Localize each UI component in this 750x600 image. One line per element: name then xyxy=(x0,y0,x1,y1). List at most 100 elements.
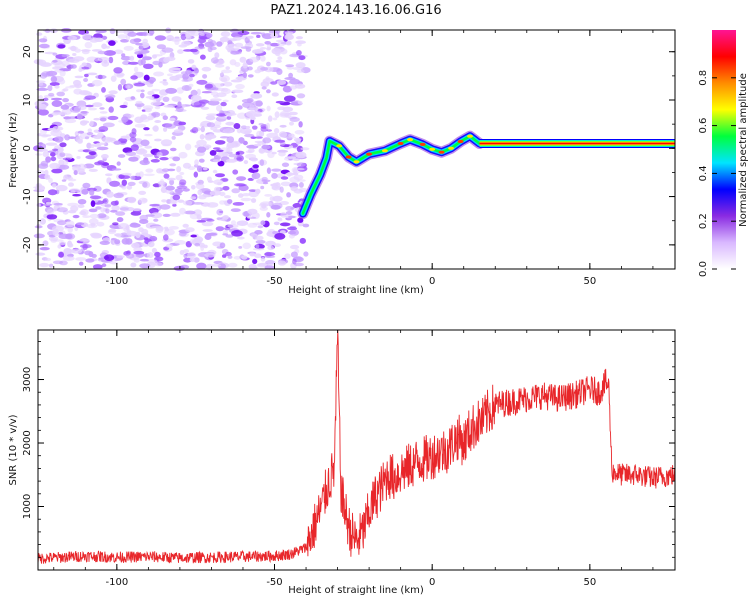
noise-blob xyxy=(72,53,77,56)
noise-blob xyxy=(136,71,144,77)
noise-blob xyxy=(175,188,184,194)
noise-blob xyxy=(38,103,47,110)
noise-blob xyxy=(171,200,177,204)
noise-blob xyxy=(154,138,162,142)
noise-blob xyxy=(219,242,226,249)
noise-blob xyxy=(231,94,238,98)
noise-blob xyxy=(255,188,261,194)
noise-blob xyxy=(199,134,205,140)
noise-blob xyxy=(35,252,46,256)
noise-blob xyxy=(111,168,122,171)
noise-blob xyxy=(275,59,282,63)
noise-blob xyxy=(67,202,79,207)
noise-blob xyxy=(251,172,261,180)
noise-blob xyxy=(144,145,152,149)
noise-blob xyxy=(229,140,241,148)
noise-blob xyxy=(292,258,297,265)
noise-blob xyxy=(245,153,257,159)
noise-blob xyxy=(242,62,248,69)
noise-blob xyxy=(102,199,107,203)
noise-blob xyxy=(84,136,90,140)
noise-blob xyxy=(288,233,295,239)
trace-peak xyxy=(457,139,464,144)
snr-frame xyxy=(37,329,676,571)
noise-blob xyxy=(238,246,243,249)
noise-blob xyxy=(189,48,198,53)
noise-blob xyxy=(242,72,247,79)
noise-blob xyxy=(212,169,218,174)
noise-blob xyxy=(92,264,103,270)
noise-blob xyxy=(117,34,128,39)
noise-blob xyxy=(200,126,205,133)
noise-blob xyxy=(68,182,74,187)
noise-blob xyxy=(147,115,154,121)
noise-blob xyxy=(264,41,272,45)
noise-blob xyxy=(280,211,287,218)
noise-blob xyxy=(285,211,293,215)
trace-peak xyxy=(429,147,436,151)
noise-blob xyxy=(129,223,141,228)
noise-blob xyxy=(70,45,77,52)
snr-x-label: Height of straight line (km) xyxy=(288,585,424,596)
y-tick-label: 20 xyxy=(22,45,33,58)
noise-blob xyxy=(78,239,90,242)
noise-blob xyxy=(135,42,143,46)
noise-blob xyxy=(113,140,122,145)
noise-blob xyxy=(225,121,235,126)
noise-blob xyxy=(64,118,77,124)
noise-blob xyxy=(222,254,227,258)
snr-y-label: SNR (10 * v/v) xyxy=(8,414,19,485)
noise-blob xyxy=(131,208,142,212)
noise-blob xyxy=(272,202,283,210)
colorbar-tick-label: 0.8 xyxy=(698,70,709,86)
noise-blob xyxy=(279,201,290,205)
noise-blob xyxy=(275,100,285,104)
noise-blob xyxy=(165,243,174,248)
noise-blob xyxy=(179,179,187,186)
noise-blob xyxy=(212,159,221,163)
noise-blob xyxy=(259,47,267,50)
noise-blob xyxy=(193,101,206,108)
noise-blob xyxy=(36,87,49,91)
noise-blob xyxy=(59,142,67,148)
noise-blob xyxy=(133,66,139,73)
noise-blob xyxy=(140,89,145,93)
noise-blob xyxy=(260,201,272,207)
noise-blob xyxy=(143,237,149,241)
noise-blob xyxy=(147,241,155,248)
noise-blob xyxy=(96,221,105,227)
noise-blob xyxy=(87,107,98,111)
noise-blob xyxy=(67,242,74,248)
noise-blob xyxy=(47,128,57,131)
noise-blob xyxy=(159,157,169,161)
colorbar-gradient xyxy=(712,30,736,269)
noise-blob xyxy=(83,78,89,82)
noise-blob xyxy=(163,57,170,63)
noise-blob xyxy=(214,120,222,126)
noise-blob xyxy=(48,177,53,183)
noise-blob xyxy=(99,117,107,122)
noise-blob xyxy=(206,176,212,182)
noise-blob xyxy=(152,126,159,131)
noise-blob xyxy=(277,149,289,153)
noise-blob xyxy=(157,181,166,186)
noise-blob xyxy=(120,175,131,180)
noise-blob xyxy=(236,176,247,182)
noise-blob xyxy=(63,248,72,255)
noise-blob xyxy=(119,104,128,109)
trace-peak xyxy=(366,152,373,156)
colorbar-label: Normalized spectral amplitude xyxy=(738,73,749,227)
noise-blob xyxy=(129,114,135,118)
noise-blob xyxy=(70,64,77,69)
noise-blob xyxy=(45,156,51,163)
noise-blob xyxy=(296,93,306,99)
noise-blob xyxy=(216,208,224,216)
noise-blob xyxy=(38,43,50,49)
noise-blob xyxy=(62,159,69,165)
noise-blob xyxy=(47,137,55,141)
noise-blob xyxy=(70,190,76,194)
noise-blob xyxy=(88,168,98,172)
noise-blob xyxy=(130,96,136,100)
noise-blob xyxy=(89,213,100,219)
